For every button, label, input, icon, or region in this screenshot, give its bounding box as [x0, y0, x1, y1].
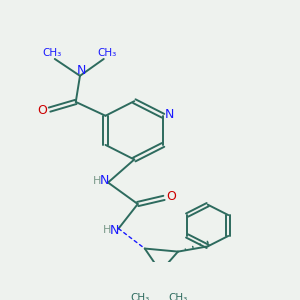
Text: O: O: [167, 190, 177, 203]
Text: N: N: [165, 108, 174, 121]
Text: CH₃: CH₃: [42, 48, 62, 59]
Text: O: O: [37, 104, 47, 117]
Text: H: H: [103, 225, 112, 235]
Text: N: N: [110, 224, 119, 237]
Text: CH₃: CH₃: [168, 293, 188, 300]
Text: CH₃: CH₃: [130, 293, 149, 300]
Text: CH₃: CH₃: [97, 48, 116, 59]
Text: N: N: [100, 175, 109, 188]
Text: H: H: [93, 176, 102, 186]
Text: N: N: [77, 64, 86, 77]
